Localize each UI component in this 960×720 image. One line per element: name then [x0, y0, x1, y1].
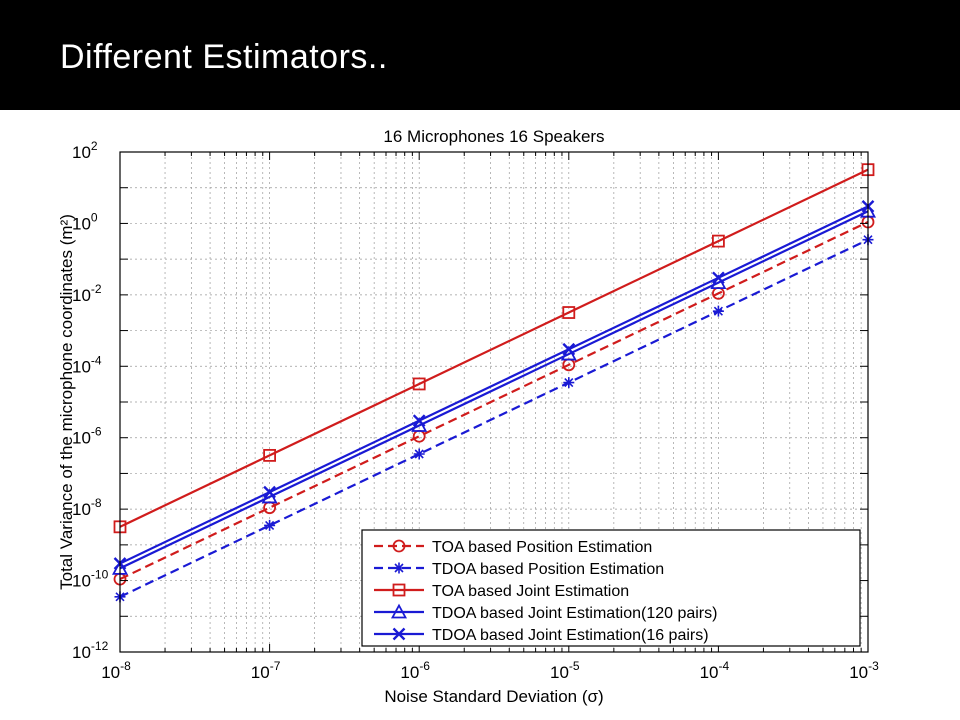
y-tick-label: 10-6 — [72, 425, 102, 448]
series-line — [119, 238, 869, 598]
y-tick-labels: 10-12 10-10 10-8 10-6 10-4 10-2 100 102 — [72, 139, 109, 662]
legend-item: TOA based Position Estimation — [374, 539, 652, 556]
legend-marker — [392, 627, 406, 641]
data-point — [563, 377, 575, 389]
x-tick-labels: 10-8 10-7 10-6 10-5 10-4 10-3 — [101, 659, 879, 682]
chart: 10-8 10-7 10-6 10-5 10-4 10-3 10-1210-1010-81… — [57, 127, 879, 706]
y-tick-label: 102 — [72, 139, 98, 162]
legend-label: TDOA based Position Estimation — [432, 561, 664, 578]
y-axis-label: Total Variance of the microphone coordin… — [57, 214, 76, 590]
x-tick-label: 10-8 — [101, 659, 131, 682]
legend-marker — [393, 562, 405, 574]
data-point — [562, 306, 576, 319]
legend-label: TOA based Joint Estimation — [432, 583, 629, 600]
legend-marker — [392, 539, 406, 553]
series-line — [119, 168, 869, 528]
y-tick-label: 100 — [72, 210, 98, 233]
y-tick-label: 10-4 — [72, 353, 102, 376]
data-point — [712, 271, 725, 285]
slide-header: Different Estimators.. — [0, 0, 960, 110]
legend-item: TDOA based Joint Estimation(120 pairs) — [374, 603, 717, 622]
y-tick-label: 10-10 — [72, 568, 109, 591]
legend: TOA based Position Estimation TDOA based … — [361, 529, 861, 647]
series-line — [119, 220, 869, 581]
x-tick-label: 10-3 — [849, 659, 879, 682]
data-point — [412, 377, 426, 391]
data-point — [263, 485, 276, 499]
data-point — [412, 414, 426, 428]
x-tick-label: 10-6 — [400, 659, 430, 682]
legend-box — [361, 529, 861, 647]
legend-item: TOA based Joint Estimation — [374, 583, 629, 600]
y-tick-label: 10-8 — [72, 496, 102, 519]
y-tick-label: 10-12 — [72, 639, 109, 662]
data-point — [263, 448, 277, 462]
series-line — [119, 210, 869, 570]
legend-item: TDOA based Joint Estimation(16 pairs) — [374, 627, 709, 644]
data-point — [712, 234, 725, 248]
legend-label: TDOA based Joint Estimation(16 pairs) — [432, 627, 709, 644]
y-tick-label: 10-2 — [72, 282, 102, 305]
data-point — [712, 305, 724, 317]
tick-marks — [120, 151, 868, 653]
series-line — [119, 205, 869, 565]
x-axis-label: Noise Standard Deviation (σ) — [384, 687, 603, 706]
legend-label: TOA based Position Estimation — [432, 539, 652, 556]
x-tick-label: 10-5 — [550, 659, 580, 682]
legend-item: TDOA based Position Estimation — [374, 561, 664, 578]
legend-marker — [390, 603, 408, 619]
data-point — [562, 342, 576, 356]
legend-marker — [392, 583, 406, 597]
x-tick-label: 10-7 — [251, 659, 281, 682]
data-point — [413, 448, 425, 460]
chart-title: 16 Microphones 16 Speakers — [383, 127, 604, 146]
data-point — [264, 519, 276, 531]
slide-title: Different Estimators.. — [60, 38, 388, 76]
legend-label: TDOA based Joint Estimation(120 pairs) — [432, 605, 717, 622]
x-tick-label: 10-4 — [700, 659, 730, 682]
